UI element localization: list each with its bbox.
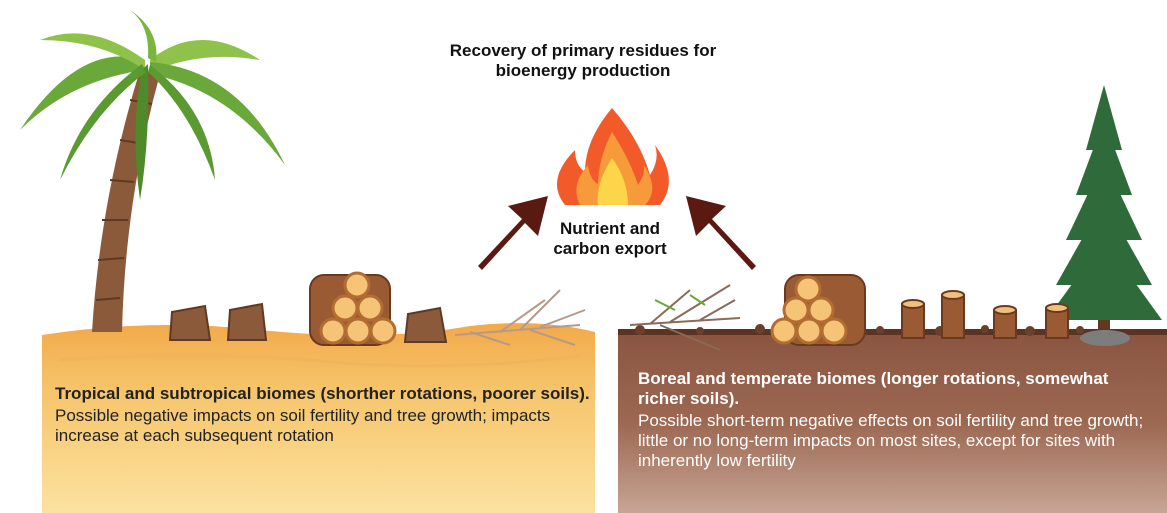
stumps-right-part [902,304,924,338]
right-panel-text: Boreal and temperate biomes (longer rota… [638,369,1153,471]
right-heading: Boreal and temperate biomes (longer rota… [638,369,1153,409]
fire [557,108,669,205]
soil-ground-part-part [1076,326,1084,334]
arrows-part [686,196,756,270]
stumps-left-part [228,304,266,340]
branches [455,285,740,350]
spruce-tree-part [1080,330,1130,346]
log-pile-right-part-part [822,319,846,343]
left-panel-text: Tropical and subtropical biomes (shorthe… [55,384,590,446]
stumps-right-part [902,300,924,308]
log-pile-right-part-part [772,319,796,343]
log-pile-left-part-part [358,296,382,320]
soil-ground-part-part [635,325,645,335]
stumps-left-part [405,308,446,342]
soil-ground-part-part [1025,326,1035,336]
left-heading: Tropical and subtropical biomes (shorthe… [55,384,590,404]
soil-ground-part-part [876,326,884,334]
export-label: Nutrient and carbon export [535,219,685,259]
log-pile-left-part-part [345,273,369,297]
log-pile-left [310,273,395,345]
stumps-right-part [942,291,964,299]
log-pile-left-part-part [321,319,345,343]
page: Recovery of primary residues for bioener… [0,0,1167,513]
soil-ground-part-part [755,324,765,334]
stumps-left-part [170,306,210,340]
log-pile-right-part-part [797,319,821,343]
title: Recovery of primary residues for bioener… [433,41,733,81]
palm-tree-part [20,10,285,200]
stumps-right-part [994,306,1016,314]
stumps-right-part [942,295,964,338]
stumps-right-part [1046,304,1068,312]
log-pile-left-part-part [346,319,370,343]
soil-ground-part-part [981,325,989,333]
left-body: Possible negative impacts on soil fertil… [55,406,590,446]
log-pile-left-part-part [371,319,395,343]
palm-tree-part-part [150,62,285,165]
spruce-tree-part [1046,85,1162,320]
log-pile-left-part-part [333,296,357,320]
soil-ground-part-part [696,327,704,335]
log-pile-right [772,275,865,345]
right-body: Possible short-term negative effects on … [638,411,1153,471]
palm-tree [20,10,285,332]
